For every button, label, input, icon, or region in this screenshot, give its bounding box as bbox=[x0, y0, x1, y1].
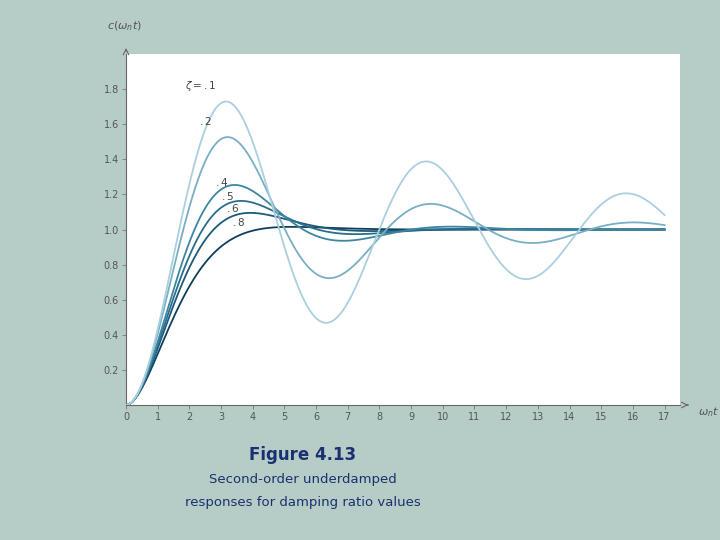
Text: $\omega_n t$: $\omega_n t$ bbox=[698, 405, 719, 419]
Text: responses for damping ratio values: responses for damping ratio values bbox=[184, 496, 420, 509]
Text: Second-order underdamped: Second-order underdamped bbox=[209, 472, 396, 485]
Text: $c(\omega_n t)$: $c(\omega_n t)$ bbox=[107, 19, 142, 33]
Text: $.8$: $.8$ bbox=[232, 217, 246, 228]
Text: $.5$: $.5$ bbox=[221, 190, 234, 202]
Text: $.4$: $.4$ bbox=[215, 176, 228, 188]
Text: $.2$: $.2$ bbox=[199, 114, 212, 127]
Text: Figure 4.13: Figure 4.13 bbox=[249, 446, 356, 463]
Text: $.6$: $.6$ bbox=[226, 202, 239, 214]
Text: $\zeta = .1$: $\zeta = .1$ bbox=[184, 79, 216, 92]
